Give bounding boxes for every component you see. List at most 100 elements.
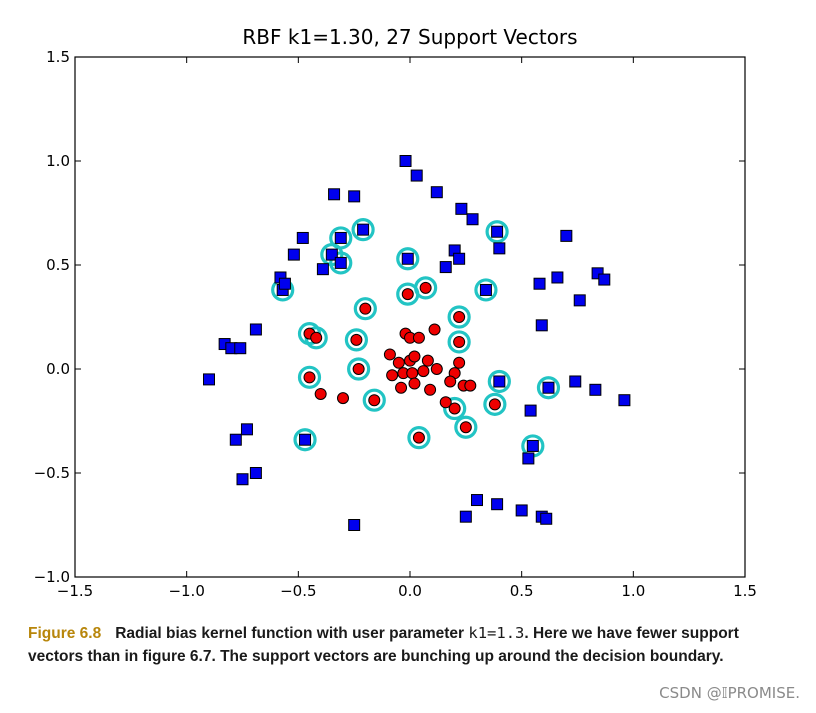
data-point-square [316,263,329,276]
data-point-square [515,504,528,517]
data-point-circle [453,356,466,369]
data-point-circle [303,371,316,384]
data-point-square [439,261,452,274]
figure-caption: Figure 6.8 Radial bias kernel function wi… [28,622,768,668]
data-point-square [618,394,631,407]
data-point-square [573,294,586,307]
support-vector-ring [396,282,420,306]
data-point-circle [383,348,396,361]
data-point-square [591,267,604,280]
support-vector-ring [293,428,317,452]
support-vector-ring [443,396,467,421]
data-point-square [325,248,338,261]
data-point-square [533,277,546,290]
data-point-square [401,252,414,265]
data-point-square [234,342,247,355]
watermark: CSDN @𝕀PROMISE. [659,684,800,702]
data-point-circle [428,323,441,336]
plot-area [74,56,746,578]
data-point-square [522,452,535,465]
data-point-circle [448,402,461,415]
data-point-circle [453,335,466,348]
x-axis: −1.5 −1.0 −0.5 0.0 0.5 1.0 1.5 [57,57,757,600]
y-tick-label: −0.5 [34,464,70,482]
support-vector-ring [351,218,375,242]
data-point-circle [408,377,421,390]
data-point-circle [412,431,425,444]
data-point-circle [392,356,405,369]
y-tick-label: −1.0 [34,568,70,586]
y-tick-label: 0.0 [46,360,70,378]
data-point-square [466,213,479,226]
data-point-circle [453,311,466,323]
data-point-circle [464,379,477,392]
data-point-square [569,375,582,388]
data-point-square [287,248,300,261]
caption-text-before: Radial bias kernel function with user pa… [115,625,469,642]
data-point-square [455,202,468,215]
data-point-circle [401,288,414,301]
data-point-square [249,323,262,336]
data-point-circle [444,375,457,388]
support-vector-ring [487,369,511,394]
class-negative-series [203,155,631,531]
data-point-square [459,510,472,523]
data-point-square [430,186,443,199]
data-point-circle [310,331,323,344]
class-positive-series [303,281,501,444]
data-point-circle [459,421,472,434]
data-point-square [598,273,611,286]
data-point-square [493,375,506,388]
y-axis: −1.0 −0.5 0.0 0.5 1.0 1.5 [34,48,745,586]
data-point-square [229,433,242,446]
data-point-square [526,439,539,452]
data-point-square [535,319,548,332]
figure-label: Figure 6.8 [28,625,102,642]
data-point-circle [352,363,365,375]
data-point-square [589,383,602,396]
data-point-circle [314,387,327,400]
data-point-square [540,512,553,525]
x-tick-label: 1.0 [621,582,645,600]
data-point-circle [359,302,372,315]
y-tick-label: 1.0 [46,152,70,170]
data-point-square [240,423,253,436]
support-vector-ring [329,251,353,275]
data-point-circle [421,354,434,367]
data-point-square [560,229,573,242]
support-vector-ring [396,247,420,271]
x-tick-label: −1.0 [168,582,204,600]
data-point-circle [408,350,421,363]
data-point-circle [406,367,419,380]
data-point-square [524,404,537,417]
data-point-circle [439,396,452,409]
data-point-square [399,155,412,167]
x-tick-label: 0.5 [510,582,534,600]
data-point-circle [368,394,381,407]
data-point-square [299,433,312,446]
support-vector-ring [347,357,371,381]
data-point-square [471,494,483,507]
data-point-square [334,231,347,244]
support-vector-ring [353,297,377,321]
support-vector-ring [485,220,509,244]
support-vector-ring [407,426,431,450]
data-point-square [348,190,361,203]
data-point-square [334,256,347,269]
support-vector-ring [483,392,507,416]
data-point-circle [350,333,363,346]
data-point-circle [488,398,501,411]
data-point-circle [412,331,425,344]
support-vector-ring [447,330,471,354]
y-tick-label: 1.5 [46,48,70,66]
data-point-circle [430,363,443,375]
data-point-square [249,467,262,479]
data-point-square [328,188,341,201]
data-point-square [491,498,504,511]
scatter-chart: RBF k1=1.30, 27 Support Vectors −1.5 −1.0… [34,25,757,600]
support-vector-ring [474,278,498,302]
x-tick-label: 0.0 [398,582,422,600]
data-point-square [551,271,564,284]
data-point-circle [337,392,349,405]
caption-code: k1=1.3 [468,624,525,642]
